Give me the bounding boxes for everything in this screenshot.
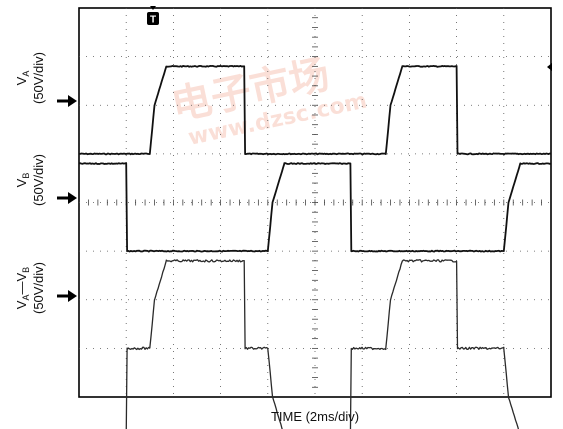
- trigger-box: [147, 12, 159, 25]
- channel-b-reference-arrow: [57, 192, 77, 204]
- channel-a-label: VA: [14, 71, 31, 86]
- trace-va-vb: [125, 259, 520, 429]
- channel-a-scale: (50V/div): [31, 52, 46, 104]
- channel-b-label: VB: [14, 173, 31, 188]
- graticule-grid: [79, 8, 551, 397]
- trigger-arrow: [150, 6, 156, 10]
- trace-va: [79, 65, 552, 156]
- traces: [78, 65, 552, 429]
- channel-reference-arrows: [57, 95, 77, 302]
- channel-labels: VA (50V/div) VB (50V/div) VA—VB (50V/div…: [14, 52, 46, 314]
- trigger-label: T: [150, 15, 156, 26]
- channel-diff-label: VA—VB: [14, 267, 31, 309]
- channel-b-scale: (50V/div): [31, 154, 46, 206]
- right-edge-marker: [547, 63, 552, 71]
- channel-diff-scale: (50V/div): [31, 262, 46, 314]
- channel-diff-reference-arrow: [57, 290, 77, 302]
- x-axis-label: TIME (2ms/div): [271, 409, 359, 424]
- trigger-marker: T: [147, 6, 159, 26]
- channel-a-reference-arrow: [57, 95, 77, 107]
- trace-vb: [78, 162, 552, 253]
